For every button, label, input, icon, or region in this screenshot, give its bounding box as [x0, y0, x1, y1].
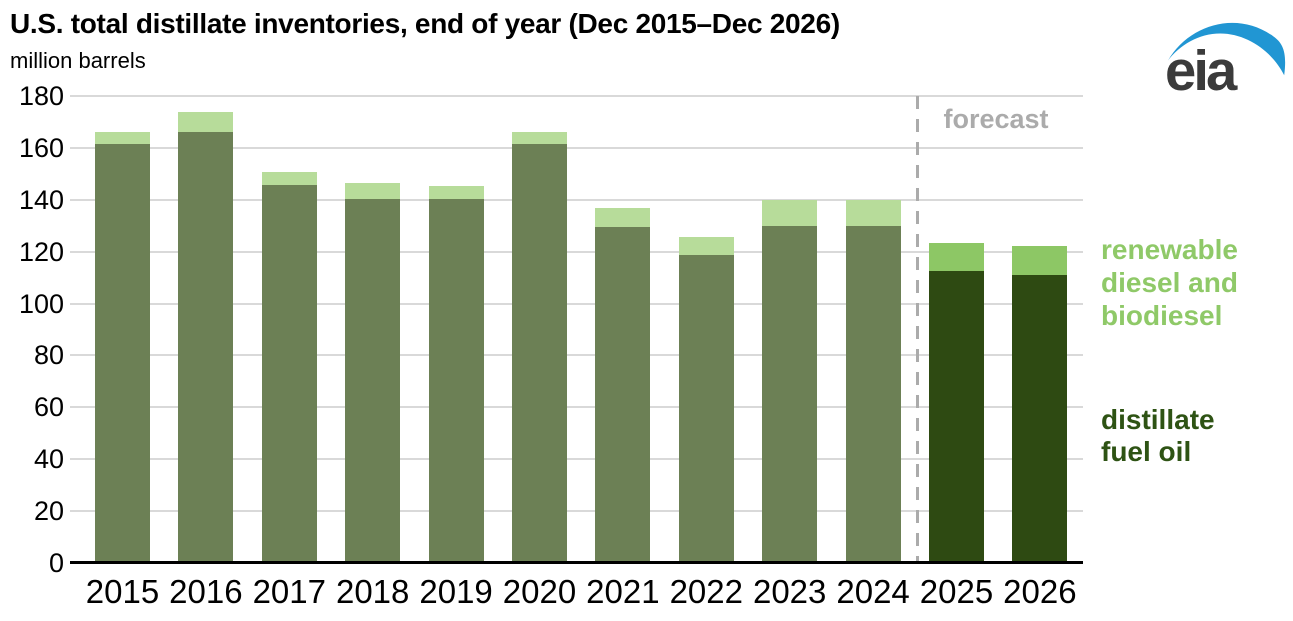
gridline-160	[78, 146, 1083, 149]
x-axis-label-2026: 2026	[1003, 573, 1077, 610]
y-tick-160	[70, 146, 84, 149]
y-axis-label-160: 160	[18, 132, 64, 163]
y-axis-label-0: 0	[48, 548, 64, 578]
y-axis-label-80: 80	[33, 340, 64, 371]
forecast-divider-line	[916, 96, 919, 563]
x-axis-label-2024: 2024	[836, 573, 910, 610]
plot-area	[78, 95, 1083, 563]
x-axis-label-2020: 2020	[502, 573, 577, 610]
y-tick-40	[70, 458, 84, 461]
bar-segment-distillate-2020	[512, 144, 567, 563]
y-axis-unit-label: million barrels	[10, 48, 146, 73]
chart-title: U.S. total distillate inventories, end o…	[10, 8, 840, 39]
gridline-180	[78, 95, 1083, 97]
forecast-label: forecast	[943, 104, 1049, 134]
y-axis-label-180: 180	[18, 81, 64, 111]
bar-segment-renewable-2018	[345, 183, 401, 199]
y-axis-label-20: 20	[33, 496, 64, 527]
x-axis-label-2016: 2016	[169, 573, 243, 610]
bar-segment-renewable-2023	[762, 199, 818, 226]
bar-segment-renewable-2020	[512, 132, 567, 144]
legend-distillate-fuel-oil: distillate fuel oil	[1101, 404, 1215, 467]
bar-segment-renewable-2015	[95, 131, 150, 144]
bar-segment-distillate-2025	[929, 270, 984, 563]
bar-segment-renewable-2019	[428, 185, 484, 199]
y-axis-label-140: 140	[18, 184, 64, 215]
x-axis-line	[70, 561, 1083, 564]
gridline-100	[78, 302, 1083, 305]
bar-segment-distillate-2018	[345, 199, 401, 563]
gridline-80	[78, 354, 1083, 357]
gridline-20	[78, 510, 1083, 513]
bar-segment-renewable-2022	[678, 236, 734, 256]
x-axis-label-2022: 2022	[669, 573, 743, 610]
x-axis-label-2015: 2015	[85, 573, 160, 610]
bar-segment-renewable-2016	[178, 111, 234, 133]
y-tick-180	[70, 95, 84, 97]
bar-segment-renewable-2021	[595, 208, 651, 227]
gridline-120	[78, 250, 1083, 253]
bar-segment-renewable-2017	[261, 172, 317, 185]
y-tick-140	[70, 198, 84, 201]
bar-segment-distillate-2021	[595, 226, 651, 563]
bar-segment-distillate-2015	[95, 144, 150, 563]
x-axis-label-2025: 2025	[919, 573, 994, 610]
x-axis-label-2021: 2021	[586, 573, 660, 610]
bar-segment-distillate-2016	[178, 132, 234, 563]
x-axis-label-2019: 2019	[419, 573, 493, 610]
bar-segment-distillate-2026	[1012, 274, 1068, 563]
bar-segment-distillate-2019	[428, 199, 484, 563]
bar-segment-renewable-2026	[1012, 245, 1068, 275]
gridline-60	[78, 406, 1083, 409]
y-tick-20	[70, 510, 84, 513]
legend-renewable-diesel-biodiesel: renewable diesel and biodiesel	[1101, 234, 1238, 331]
bar-segment-distillate-2017	[261, 185, 317, 563]
y-tick-100	[70, 302, 84, 305]
bar-segment-renewable-2025	[929, 243, 984, 271]
gridline-140	[78, 198, 1083, 201]
bar-segment-distillate-2023	[762, 225, 818, 563]
x-axis-label-2023: 2023	[752, 573, 827, 610]
bar-segment-distillate-2022	[678, 255, 734, 563]
eia-logo: eia	[1165, 22, 1286, 94]
y-tick-80	[70, 354, 84, 357]
x-axis-label-2018: 2018	[335, 573, 410, 610]
y-axis-label-120: 120	[18, 236, 64, 267]
bar-segment-distillate-2024	[845, 225, 901, 563]
eia-logo-text: eia	[1165, 39, 1238, 94]
gridline-40	[78, 458, 1083, 461]
eia-logo-swoosh-icon	[1167, 22, 1286, 76]
y-axis-label-60: 60	[33, 392, 64, 423]
y-tick-60	[70, 406, 84, 409]
y-tick-120	[70, 250, 84, 253]
x-axis-label-2017: 2017	[252, 573, 326, 610]
y-axis-label-40: 40	[33, 444, 64, 475]
bar-segment-renewable-2024	[845, 200, 901, 226]
y-axis-label-100: 100	[18, 288, 64, 319]
